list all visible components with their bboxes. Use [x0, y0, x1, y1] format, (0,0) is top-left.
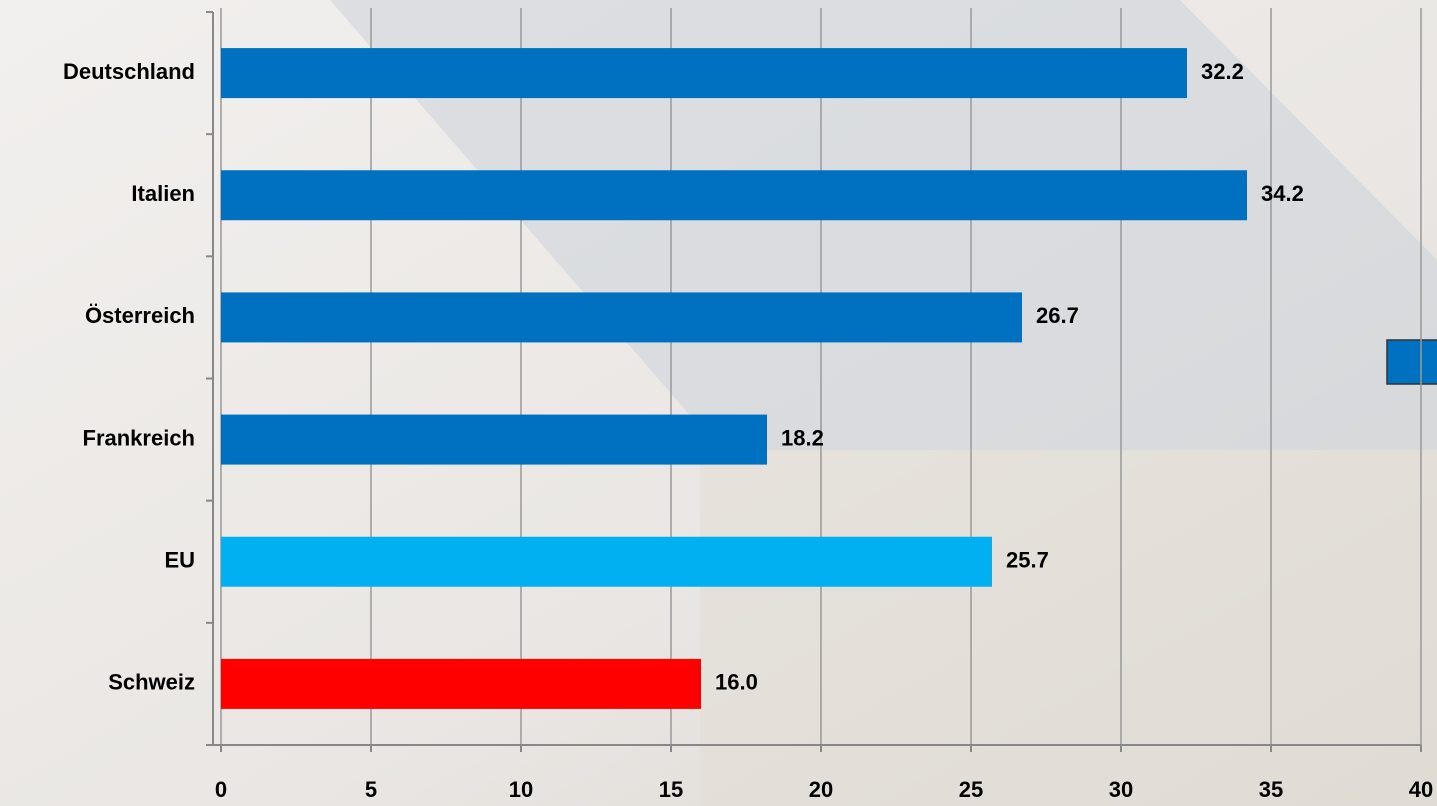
- x-tick-label: 0: [215, 777, 227, 802]
- legend-swatch: [1386, 339, 1437, 385]
- data-label: 18.2: [781, 425, 824, 450]
- x-tick-label: 20: [809, 777, 833, 802]
- bar: [221, 536, 992, 587]
- bar: [221, 658, 701, 709]
- x-tick-label: 10: [509, 777, 533, 802]
- y-tick-label: Deutschland: [63, 59, 195, 84]
- x-tick-label: 35: [1259, 777, 1283, 802]
- data-label: 34.2: [1261, 181, 1304, 206]
- data-label: 26.7: [1036, 303, 1079, 328]
- y-tick-label: Österreich: [85, 303, 195, 328]
- x-tick-label: 30: [1109, 777, 1133, 802]
- bar: [221, 292, 1022, 343]
- x-tick-label: 25: [959, 777, 983, 802]
- x-tick-label: 5: [365, 777, 377, 802]
- x-tick-label: 15: [659, 777, 683, 802]
- y-tick-label: Italien: [131, 181, 195, 206]
- y-tick-label: Frankreich: [83, 425, 196, 450]
- data-label: 32.2: [1201, 59, 1244, 84]
- bar: [221, 48, 1187, 99]
- data-label: 16.0: [715, 670, 758, 695]
- roof-decoration: [330, 0, 1437, 450]
- data-label: 25.7: [1006, 548, 1049, 573]
- x-tick-label: 40: [1409, 777, 1433, 802]
- bar: [221, 170, 1247, 221]
- y-tick-label: EU: [164, 548, 195, 573]
- wall-decoration: [700, 450, 1437, 806]
- bar: [221, 414, 767, 465]
- plot-area: 0 5 10 15 20 25 30 35 40 Deutschland 32.2 Italien 34…: [63, 8, 1433, 802]
- y-tick-label: Schweiz: [108, 670, 195, 695]
